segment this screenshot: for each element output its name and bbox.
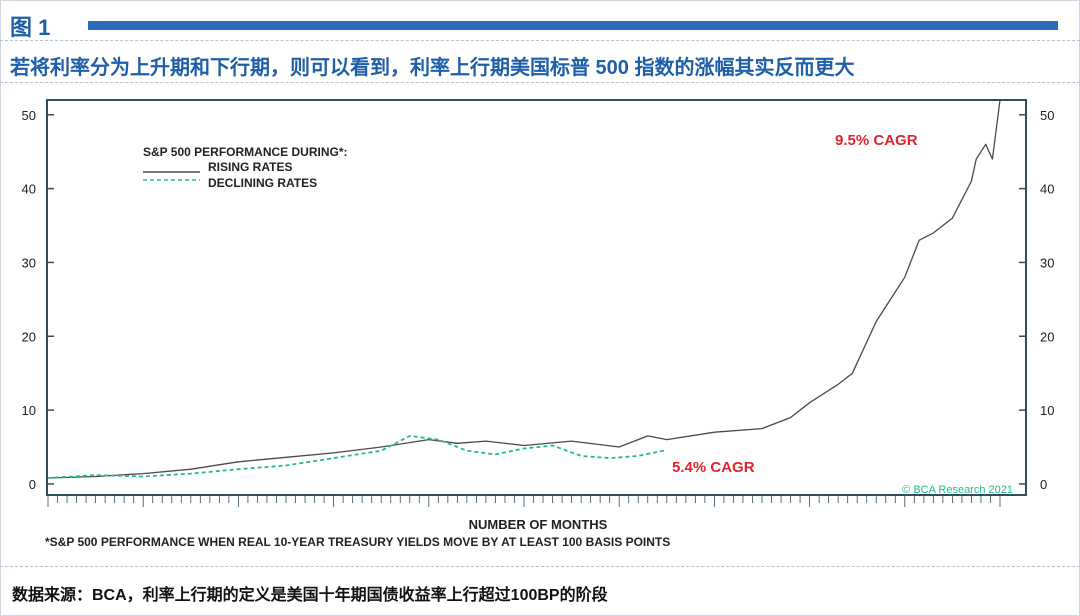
- y-tick-label-left: 30: [22, 255, 36, 270]
- series-line-rising: [47, 99, 1001, 479]
- x-axis-ticks: [47, 495, 1001, 507]
- y-tick-label-left: 40: [22, 182, 36, 197]
- legend-title: S&P 500 PERFORMANCE DURING*:: [143, 145, 347, 159]
- y-tick-label-right: 40: [1040, 182, 1054, 197]
- y-tick-label-left: 0: [29, 477, 36, 492]
- y-tick-label-left: 20: [22, 329, 36, 344]
- series-lines: [47, 99, 1001, 479]
- title-accent-bar: [88, 21, 1058, 30]
- y-tick-label-left: 50: [22, 108, 36, 123]
- y-axis-right: 0 10 20 30 40 50: [1019, 108, 1054, 492]
- credit-text: © BCA Research 2021: [902, 484, 1013, 496]
- footnote: *S&P 500 PERFORMANCE WHEN REAL 10-YEAR T…: [45, 535, 670, 549]
- legend: S&P 500 PERFORMANCE DURING*: RISING RATE…: [143, 145, 347, 190]
- annotation-declining-cagr: 5.4% CAGR: [672, 459, 755, 476]
- series-line-declining: [47, 435, 667, 479]
- headline: 若将利率分为上升期和下行期，则可以看到，利率上行期美国标普 500 指数的涨幅其…: [10, 57, 855, 79]
- y-tick-label-right: 20: [1040, 329, 1054, 344]
- chart-area: 0 10 20 30 40 50 0 10 20 30 40 50 S&P 500 PERFORMA…: [10, 93, 1070, 555]
- legend-item-rising: RISING RATES: [208, 160, 292, 174]
- x-axis-label: NUMBER OF MONTHS: [469, 517, 608, 532]
- y-tick-label-right: 30: [1040, 255, 1054, 270]
- y-tick-label-right: 10: [1040, 403, 1054, 418]
- divider: [0, 82, 1080, 83]
- divider: [0, 40, 1080, 41]
- y-axis-left: 0 10 20 30 40 50: [22, 108, 54, 492]
- plot-frame: [46, 99, 1027, 496]
- y-tick-label-right: 50: [1040, 108, 1054, 123]
- y-tick-label-right: 0: [1040, 477, 1047, 492]
- annotation-rising-cagr: 9.5% CAGR: [835, 132, 918, 149]
- divider: [0, 566, 1080, 567]
- figure-label: 图 1: [10, 15, 51, 40]
- legend-item-declining: DECLINING RATES: [208, 176, 317, 190]
- y-tick-label-left: 10: [22, 403, 36, 418]
- chart-svg: 0 10 20 30 40 50 0 10 20 30 40 50 S&P 500 PERFORMA…: [22, 99, 1054, 549]
- source-note: 数据来源：BCA，利率上行期的定义是美国十年期国债收益率上行超过100BP的阶段: [12, 587, 608, 604]
